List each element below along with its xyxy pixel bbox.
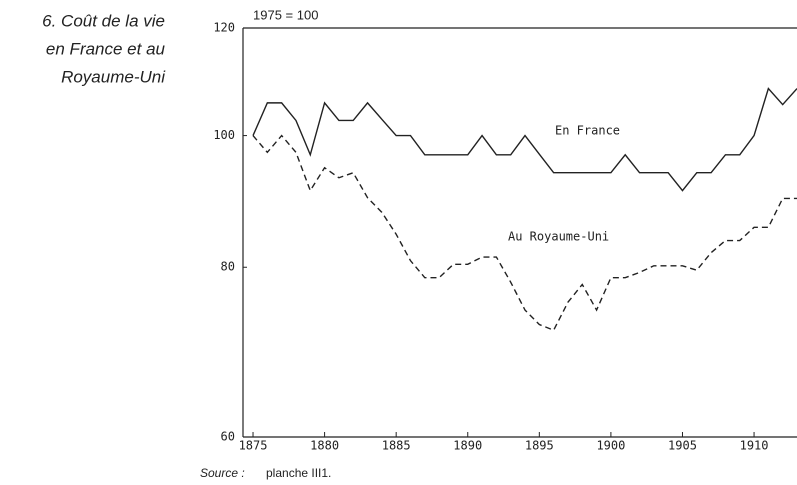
x-tick-label: 1905	[668, 439, 697, 453]
y-tick-label: 60	[221, 430, 235, 444]
y-tick-label: 100	[213, 128, 235, 142]
x-tick-label: 1910	[740, 439, 769, 453]
chart-title: Royaume-Uni	[61, 67, 166, 86]
series-label: Au Royaume-Uni	[508, 230, 609, 244]
y-tick-label: 80	[221, 260, 235, 274]
x-tick-label: 1875	[239, 439, 268, 453]
source-label: Source :	[200, 466, 245, 480]
x-tick-label: 1885	[382, 439, 411, 453]
x-tick-label: 1895	[525, 439, 554, 453]
series-line	[252, 87, 797, 192]
x-tick-label: 1880	[310, 439, 339, 453]
chart-title: en France et au	[46, 39, 166, 58]
source-text: planche III1.	[266, 466, 331, 480]
y-axis-label: 1975 = 100	[253, 7, 318, 22]
x-tick-label: 1900	[596, 439, 625, 453]
series-line	[252, 134, 797, 332]
x-tick-label: 1890	[453, 439, 482, 453]
series-label: En France	[555, 124, 620, 138]
chart-title: 6. Coût de la vie	[42, 11, 165, 30]
y-tick-label: 120	[213, 21, 235, 35]
